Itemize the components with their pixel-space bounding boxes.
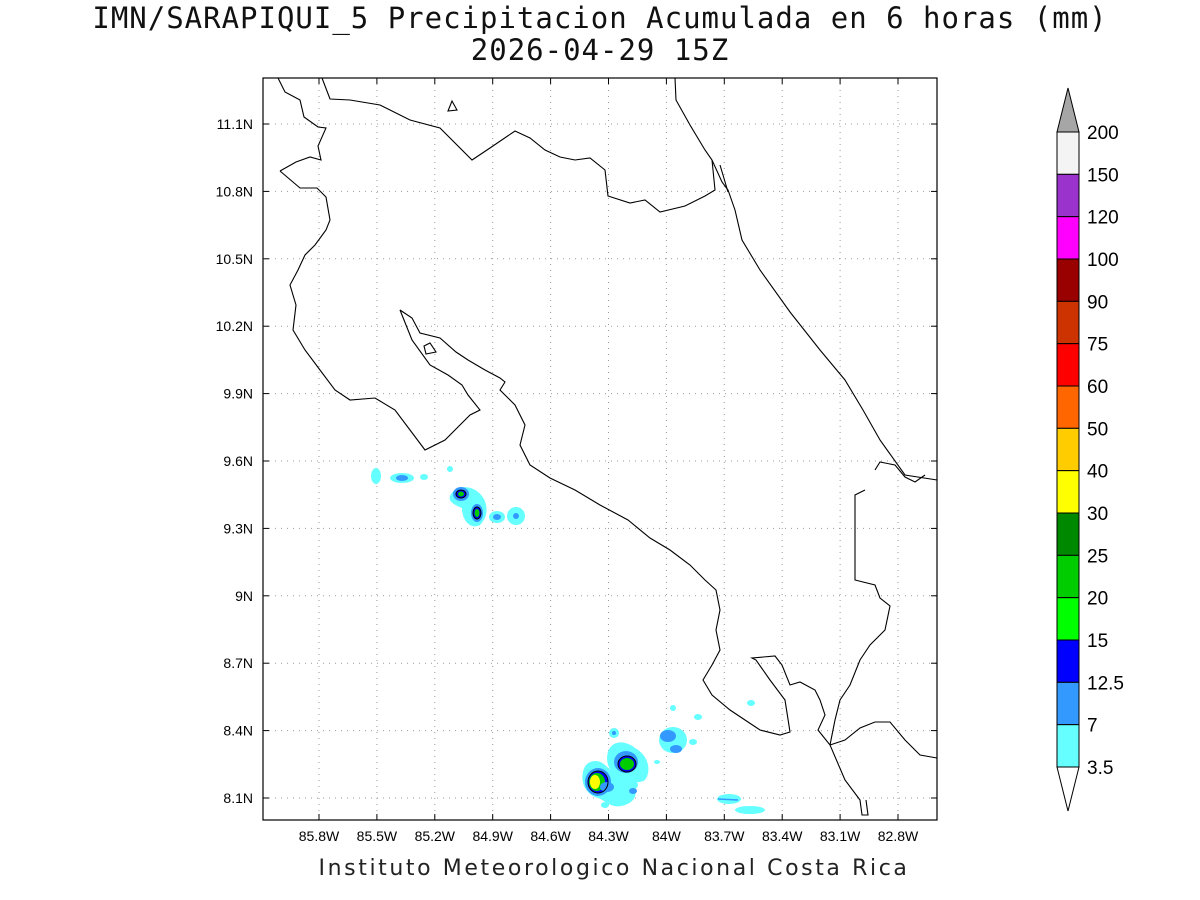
lat-tick-label: 9.9N (223, 386, 253, 402)
lat-tick-label: 9.3N (223, 520, 253, 536)
colorbar-swatch (1056, 343, 1080, 387)
lat-tick-label: 10.5N (216, 251, 253, 267)
longitude-axis: 85.8W 85.5W 85.2W 84.9W 84.6W 84.3W 84W 83.7W 83… (299, 78, 919, 844)
colorbar-label: 50 (1087, 419, 1108, 440)
colorbar-swatch (1056, 724, 1080, 768)
colorbar-label: 120 (1087, 208, 1119, 229)
colorbar-label: 200 (1087, 123, 1119, 144)
lon-tick-label: 85.5W (357, 828, 398, 844)
colorbar-label: 20 (1087, 589, 1108, 610)
colorbar-label: 90 (1087, 292, 1108, 313)
colorbar-label: 15 (1087, 631, 1108, 652)
colorbar: 200 150 120 100 90 75 60 50 40 30 25 20 15 12.5 7 3.5 (1056, 87, 1124, 812)
colorbar-swatch (1056, 470, 1080, 514)
map-subtitle-date: 2026-04-29 15Z (470, 33, 730, 67)
colorbar-label: 40 (1087, 462, 1108, 483)
footer-credit: Instituto Meteorologico Nacional Costa R… (318, 856, 910, 881)
lon-tick-label: 84W (652, 828, 682, 844)
colorbar-swatch (1056, 385, 1080, 429)
lon-tick-label: 82.8W (878, 828, 919, 844)
coastline-borders (277, 77, 938, 816)
colorbar-swatch (1056, 258, 1080, 302)
map-title: IMN/SARAPIQUI_5 Precipitacion Acumulada … (92, 1, 1108, 35)
lat-tick-label: 8.4N (223, 723, 253, 739)
lat-tick-label: 11.1N (217, 116, 253, 132)
colorbar-swatch (1056, 300, 1080, 345)
lon-tick-label: 83.4W (762, 828, 803, 844)
map-frame (262, 77, 938, 821)
colorbar-swatch (1056, 427, 1080, 472)
lat-tick-label: 10.8N (216, 183, 253, 199)
lon-tick-label: 83.1W (820, 828, 861, 844)
lon-tick-label: 84.9W (472, 828, 513, 844)
colorbar-swatch (1056, 639, 1080, 683)
colorbar-swatch (1056, 216, 1080, 260)
colorbar-over-triangle (1056, 87, 1080, 133)
colorbar-label: 150 (1087, 165, 1119, 186)
lon-tick-label: 84.6W (530, 828, 571, 844)
colorbar-label: 30 (1087, 504, 1108, 525)
lon-tick-label: 83.7W (704, 828, 745, 844)
colorbar-swatch (1056, 173, 1080, 218)
colorbar-swatch (1056, 554, 1080, 599)
lon-tick-label: 84.3W (588, 828, 629, 844)
colorbar-label: 75 (1087, 335, 1108, 356)
colorbar-label: 60 (1087, 377, 1108, 398)
lat-tick-label: 8.1N (223, 790, 253, 806)
colorbar-label: 7 (1087, 716, 1098, 737)
lon-tick-label: 85.2W (415, 828, 456, 844)
lat-tick-label: 9N (235, 588, 253, 604)
colorbar-label: 12.5 (1087, 673, 1124, 694)
colorbar-label: 100 (1087, 250, 1119, 271)
lon-tick-label: 85.8W (299, 828, 340, 844)
colorbar-swatch (1056, 597, 1080, 641)
precipitation-contours (455, 489, 637, 794)
colorbar-label: 25 (1087, 546, 1108, 567)
colorbar-swatch (1056, 131, 1080, 175)
lat-tick-label: 10.2N (216, 318, 253, 334)
colorbar-swatch (1056, 681, 1080, 726)
lat-tick-label: 9.6N (223, 453, 253, 469)
colorbar-under-triangle (1056, 766, 1080, 812)
latitude-axis: 11.1N 10.8N 10.5N 10.2N 9.9N 9.6N 9.3N 9N 8.7N 8.… (216, 116, 937, 806)
colorbar-swatch (1056, 512, 1080, 556)
colorbar-label: 3.5 (1087, 758, 1113, 779)
lat-tick-label: 8.7N (223, 655, 253, 671)
